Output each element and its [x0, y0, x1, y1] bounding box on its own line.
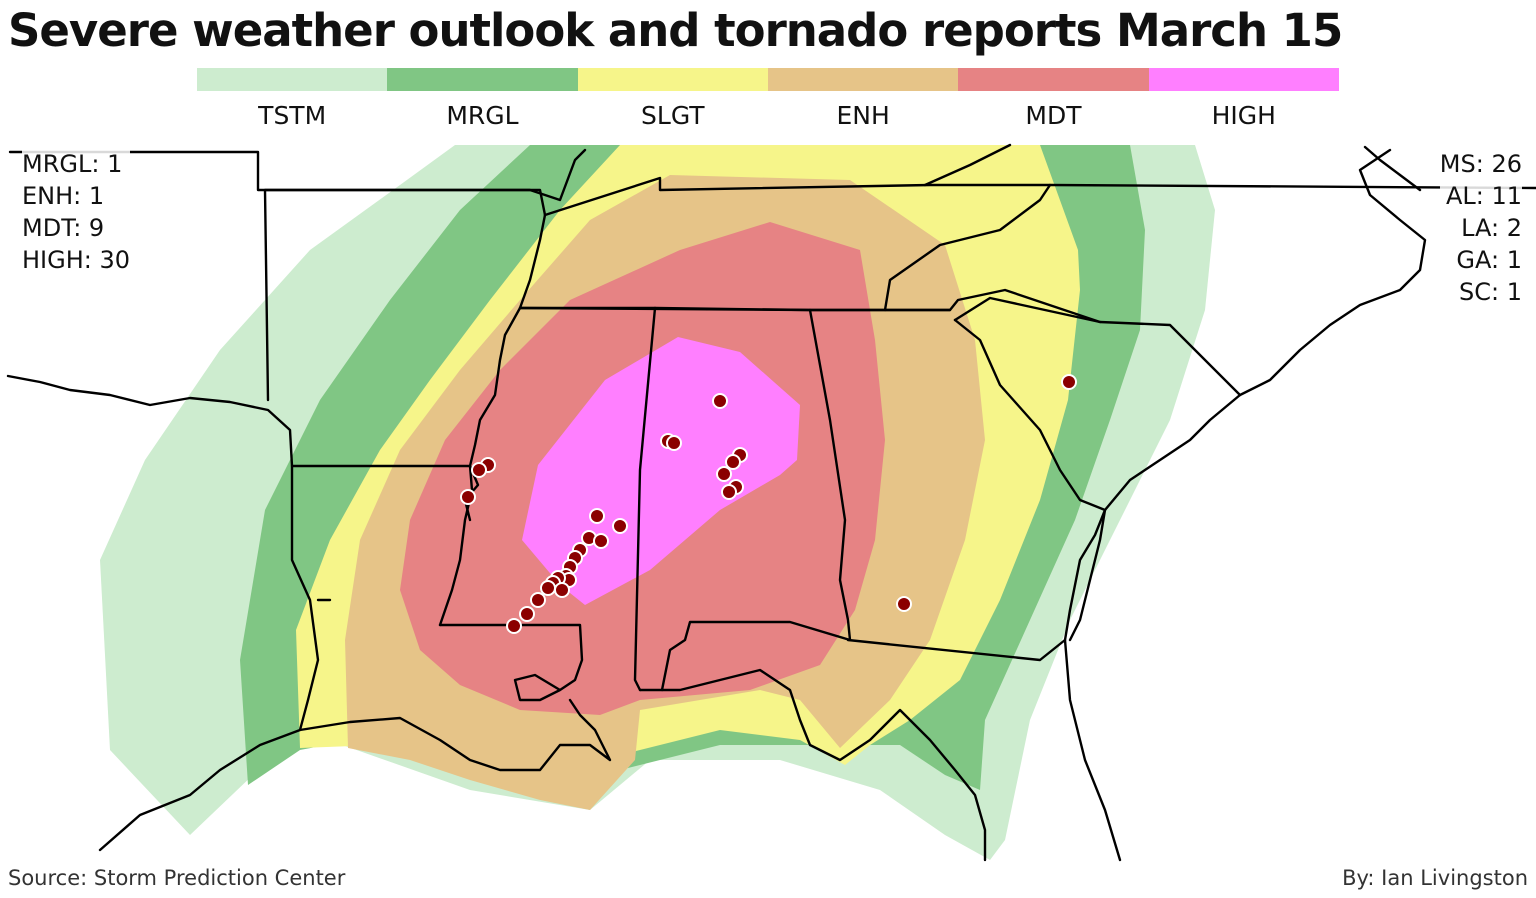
- legend-label-mrgl: MRGL: [446, 101, 519, 130]
- page-title: Severe weather outlook and tornado repor…: [8, 4, 1343, 57]
- tornado-report: [530, 592, 546, 608]
- tornado-report: [460, 489, 476, 505]
- count-la: LA: 2: [1461, 214, 1522, 242]
- tornado-report: [471, 462, 487, 478]
- legend-swatch-high: [1148, 68, 1339, 91]
- tornado-report: [519, 606, 535, 622]
- outlook-map: [6, 143, 1536, 862]
- risk-legend: TSTM MRGL SLGT ENH MDT HIGH: [197, 68, 1339, 130]
- legend-label-slgt: SLGT: [641, 101, 705, 130]
- texas-border: [6, 374, 320, 852]
- legend-swatch-tstm: [197, 68, 388, 91]
- count-enh: ENH: 1: [22, 182, 105, 210]
- legend-swatch-mrgl: [387, 68, 578, 91]
- source-credit: Source: Storm Prediction Center: [8, 866, 346, 890]
- atlantic-coast: [1068, 508, 1107, 642]
- tornado-report: [612, 518, 628, 534]
- arkansas-border: [263, 148, 587, 522]
- legend-item-enh: ENH: [767, 68, 959, 130]
- count-ms: MS: 26: [1439, 150, 1522, 178]
- tornado-report: [1061, 374, 1077, 390]
- legend-label-enh: ENH: [836, 101, 890, 130]
- legend-item-mdt: MDT: [958, 68, 1149, 130]
- tornado-reports: [460, 374, 1077, 634]
- count-mrgl: MRGL: 1: [22, 150, 123, 178]
- legend-item-mrgl: MRGL: [387, 68, 578, 130]
- tornado-report: [593, 533, 609, 549]
- mississippi-river: [438, 464, 474, 627]
- kentucky-virginia-border: [923, 143, 1422, 192]
- legend-item-slgt: SLGT: [577, 68, 768, 130]
- author-byline: By: Ian Livingston: [1342, 866, 1528, 890]
- louisiana-border: [298, 598, 612, 772]
- tornado-report: [554, 582, 570, 598]
- tornado-report: [896, 596, 912, 612]
- tornado-report: [666, 435, 682, 451]
- tornado-report: [725, 454, 741, 470]
- legend-label-tstm: TSTM: [258, 101, 327, 130]
- north-carolina-border: [883, 148, 1427, 397]
- count-mdt: MDT: 9: [22, 214, 105, 242]
- tornado-report: [589, 508, 605, 524]
- legend-swatch-enh: [767, 68, 959, 91]
- state-report-counts: MS: 26 AL: 11 LA: 2 GA: 1 SC: 1: [1439, 148, 1522, 308]
- count-al: AL: 11: [1445, 182, 1522, 210]
- tornado-report: [506, 618, 522, 634]
- alabama-border: [653, 306, 852, 692]
- count-sc: SC: 1: [1459, 278, 1522, 306]
- count-ga: GA: 1: [1456, 246, 1522, 274]
- tornado-report: [540, 580, 556, 596]
- south-carolina-border: [953, 296, 1242, 512]
- legend-swatch-slgt: [577, 68, 768, 91]
- legend-swatch-mdt: [958, 68, 1149, 91]
- legend-label-mdt: MDT: [1025, 101, 1082, 130]
- legend-item-high: HIGH: [1148, 68, 1339, 130]
- tornado-report: [712, 393, 728, 409]
- legend-label-high: HIGH: [1211, 101, 1276, 130]
- florida-outline: [638, 638, 1122, 862]
- oklahoma-border: [8, 150, 547, 402]
- tornado-report: [721, 484, 737, 500]
- risk-category-counts: MRGL: 1 ENH: 1 MDT: 9 HIGH: 30: [22, 148, 131, 276]
- tornado-report: [716, 466, 732, 482]
- count-high: HIGH: 30: [22, 246, 131, 274]
- legend-item-tstm: TSTM: [197, 68, 388, 130]
